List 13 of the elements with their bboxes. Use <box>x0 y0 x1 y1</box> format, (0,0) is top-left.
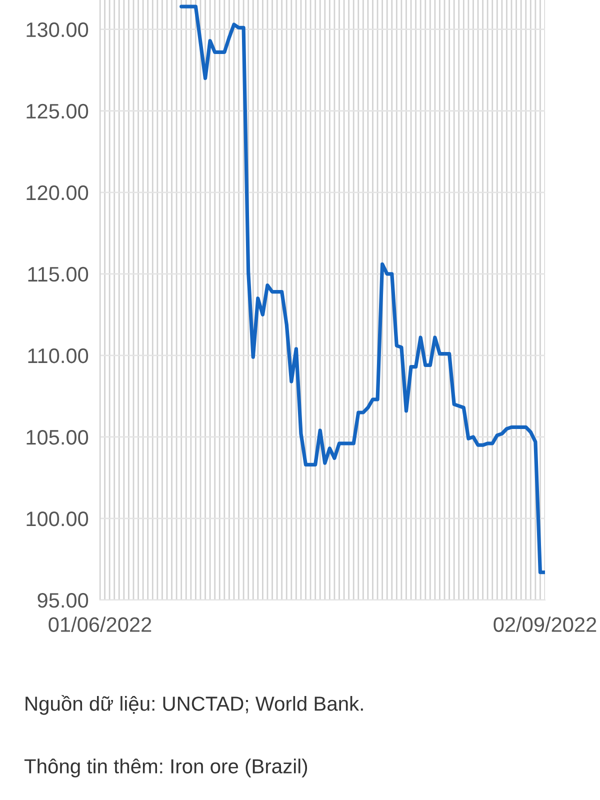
y-tick-label: 130.00 <box>26 22 88 38</box>
line-series <box>180 4 545 574</box>
y-tick-label: 95.00 <box>38 593 88 608</box>
y-tick-label: 125.00 <box>26 104 88 119</box>
y-tick-label: 105.00 <box>26 430 88 445</box>
y-tick-label: 100.00 <box>26 511 88 526</box>
y-tick-label: 115.00 <box>28 266 88 282</box>
y-tick-label: 110.00 <box>28 348 88 364</box>
y-tick-label: 120.00 <box>26 185 88 200</box>
text: Thông tin thêm: Iron ore (Brazil) <box>24 758 308 778</box>
text: Nguồn dữ liệu: UNCTAD; World Bank. <box>26 695 363 715</box>
x-tick-label: 01/06/2022 <box>48 616 152 632</box>
x-tick-label: 02/09/2022 <box>494 616 596 632</box>
